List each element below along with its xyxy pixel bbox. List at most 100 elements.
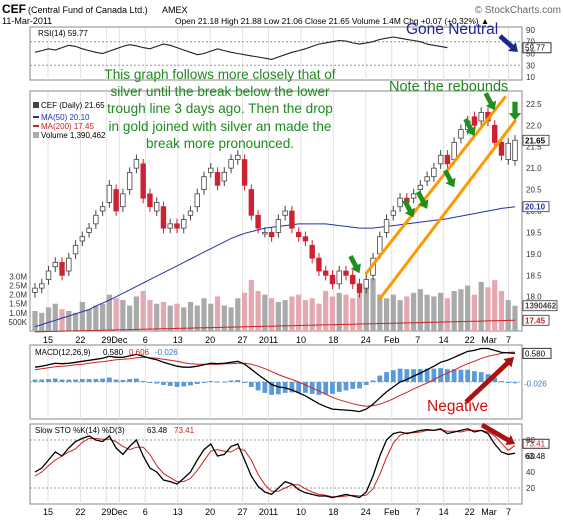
macd-histogram-bar [275,382,281,395]
rebound-arrow-green [416,190,429,209]
candle-body [120,193,126,208]
candle-body [383,219,390,233]
candle-body [275,219,282,233]
volume-bar [241,292,248,331]
macd-histogram-bar [52,378,58,382]
volume-bar [235,298,241,331]
macd-histogram-bar [194,382,200,384]
volume-bar [255,291,261,331]
macd-histogram-bar [499,381,504,383]
candle-body [377,236,383,255]
candle-body [194,193,200,208]
candle-body [201,176,207,190]
candle-body [329,274,336,285]
chart-symbol: CEF [2,2,26,16]
macd-histogram-bar [438,368,444,382]
macd-legend-macd: 0.580 [103,348,124,357]
rsi-y-tick: 90 [526,26,535,35]
candle-body [417,184,424,190]
candle-body [363,279,369,289]
candle-body [113,189,119,212]
macd-legend-hist: -0.026 [155,348,178,357]
macd-histogram-bar [93,379,99,382]
candle-body [316,257,322,272]
close-price-label-box [522,134,550,146]
x-tick-label-bottom: 13 [173,507,183,517]
candle-body [424,176,430,182]
macd-legend-prefix: MACD(12,26,9) [35,348,91,357]
x-tick-label-mid: 24 [361,335,371,345]
macd-histogram-bar [188,382,193,386]
volume-y-tick: 3.0M [9,272,27,281]
annotation-main-comment: This graph follows more closely that of … [104,67,336,151]
macd-histogram-bar [255,382,261,391]
macd-histogram-bar [492,377,498,382]
macd-histogram-bar [86,379,92,382]
price-y-tick: 21.5 [526,143,542,152]
volume-bar [478,281,484,331]
candle-body [343,270,349,276]
volume-bar [363,283,369,331]
candle-body [93,214,99,225]
volume-bar [79,301,85,331]
volume-bar [228,307,234,331]
rsi-y-tick: 50 [526,50,535,59]
candle-body [167,223,173,229]
x-tick-label-mid: Feb [384,335,400,345]
stochastic-legend-prefix: Slow STO %K(14) %D(3) [35,426,125,435]
x-tick-label-bottom: Dec [111,507,128,517]
rsi-panel [29,26,523,81]
volume-y-tick: 1.5M [9,300,27,309]
volume-bar [498,291,505,331]
candle-body [282,210,288,216]
x-tick-label-bottom: 27 [238,507,248,517]
volume-current-label: 1390462 [525,302,557,311]
macd-histogram-bar [390,370,396,382]
volume-bar [512,305,518,331]
stochastic-legend: Slow STO %K(14) %D(3) 63.48 73.41 [35,426,195,435]
volume-bar [181,307,187,331]
candle-body [262,232,268,235]
candle-body [471,116,478,126]
volume-bar [505,300,511,331]
volume-bar [282,300,288,331]
candle-body [410,193,417,199]
volume-bar [397,300,403,331]
price-y-tick: 18.0 [526,293,542,302]
x-tick-label-bottom: Mar [481,507,497,517]
rsi-y-tick: 30 [526,61,535,70]
candle-body [45,270,52,280]
stochastic-legend-d: 73.41 [174,426,195,435]
macd-histogram-bar [181,382,187,387]
x-tick-label-bottom: Feb [384,507,400,517]
macd-histogram-bar [444,369,450,382]
x-tick-label-mid: 20 [205,335,215,345]
x-tick-label-mid: 6 [143,335,148,345]
candle-body [451,142,457,160]
candle-body [99,206,106,212]
rsi-legend: RSI(14) 59.77 [38,29,88,38]
volume-bar [147,300,153,331]
ma50-price-label-box [522,201,550,213]
volume-bar [174,303,180,331]
volume-bar [201,298,207,331]
rsi-y-tick: 70 [526,38,535,47]
candle-body [437,154,444,165]
candle-body [336,270,342,285]
channel-upper-line [364,95,507,275]
candle-body [458,129,464,139]
candle-body [66,257,72,272]
macd-histogram-bar [140,381,146,383]
macd-histogram-bar [66,379,72,382]
rebound-arrow-green [443,169,456,188]
x-tick-label-bottom: 15 [43,507,53,517]
macd-histogram-bar [363,382,369,385]
stochastic-legend-k: 63.48 [147,426,168,435]
stochastic-y-tick: 40 [526,468,535,477]
macd-histogram-bar [350,382,356,389]
candle-body [153,202,160,212]
macd-legend: MACD(12,26,9) 0.580 0.606 -0.026 [35,348,178,357]
volume-bar [289,296,295,331]
candle-body [221,172,227,182]
ma200-legend-text: MA(200) 17.45 [41,122,94,131]
